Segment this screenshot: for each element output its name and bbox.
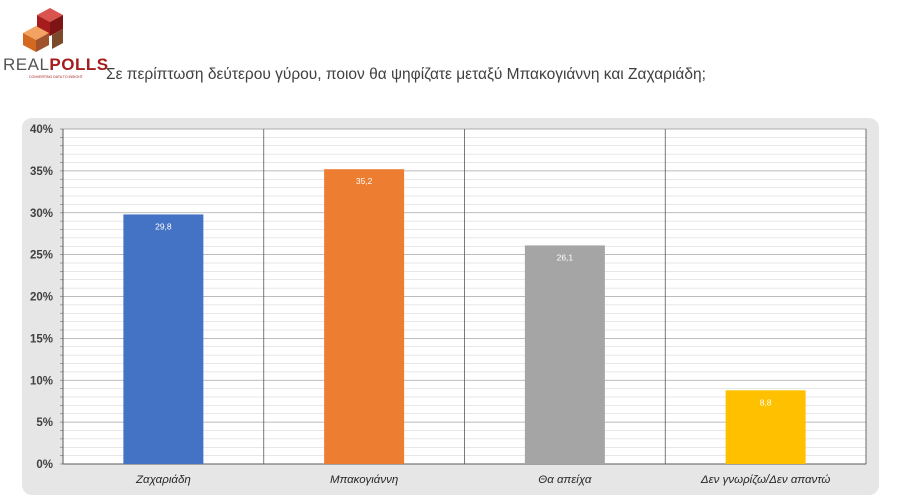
logo-word-real: REAL [3,55,50,74]
bar-value-label: 35,2 [356,176,373,186]
y-tick-label: 5% [36,417,53,429]
y-tick-label: 0% [36,459,53,471]
category-label: Θα απείχα [538,474,592,486]
bar [324,169,405,464]
y-tick-label: 15% [30,333,53,345]
logo-wordmark: REALPOLLS [3,55,109,75]
y-tick-label: 10% [30,375,53,387]
bar [725,390,806,464]
logo-cubes-icon [23,8,63,52]
category-label: Ζαχαριάδη [135,474,191,486]
realpolls-logo: REALPOLLS CONVERTING DATA TO INSIGHT [0,6,108,79]
survey-question: Σε περίπτωση δεύτερου γύρου, ποιον θα ψη… [106,66,706,83]
y-tick-label: 20% [30,292,53,304]
bar-value-label: 29,8 [155,221,172,231]
logo-word-polls: POLLS [49,55,109,74]
category-label: Δεν γνωρίζω/Δεν απαντώ [700,474,830,486]
y-tick-label: 35% [30,166,53,178]
bar-value-label: 26,1 [557,252,574,262]
category-label: Μπακογιάννη [330,474,398,486]
y-tick-label: 25% [30,250,53,262]
y-tick-label: 30% [30,208,53,220]
y-tick-label: 40% [30,124,53,136]
logo-tagline: CONVERTING DATA TO INSIGHT [29,75,83,79]
bar [524,245,605,464]
bar [123,214,204,464]
bar-value-label: 8,8 [760,397,772,407]
